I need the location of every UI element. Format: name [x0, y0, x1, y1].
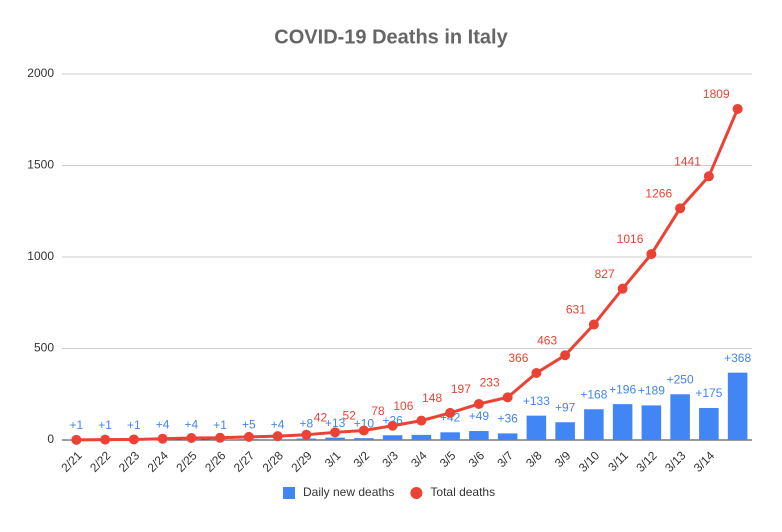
bar	[584, 409, 604, 440]
data-label: +8	[300, 417, 314, 431]
data-label: +4	[156, 417, 170, 431]
y-tick-label: 0	[47, 432, 54, 446]
point	[100, 435, 110, 445]
data-label: 42	[314, 410, 328, 424]
data-label: +97	[555, 400, 576, 414]
bar	[354, 438, 374, 440]
data-label: +4	[271, 417, 285, 431]
data-label: +5	[242, 417, 256, 431]
data-label: 1016	[617, 232, 644, 246]
point	[560, 350, 570, 360]
point	[445, 408, 455, 418]
legend-label: Daily new deaths	[303, 485, 394, 499]
data-label: +250	[667, 372, 694, 386]
data-label: 1441	[674, 154, 701, 168]
data-label: +1	[127, 418, 141, 432]
bar	[642, 405, 662, 440]
data-label: 52	[343, 409, 357, 423]
point	[646, 249, 656, 259]
data-label: 148	[422, 391, 442, 405]
data-label: +1	[98, 418, 112, 432]
chart-title: COVID-19 Deaths in Italy	[274, 26, 508, 48]
data-label: 827	[595, 267, 615, 281]
y-tick-label: 2000	[27, 66, 54, 80]
point	[474, 399, 484, 409]
data-label: 1809	[703, 87, 730, 101]
data-label: +189	[638, 384, 665, 398]
legend-swatch	[410, 487, 422, 499]
point	[244, 432, 254, 442]
data-label: 463	[537, 333, 557, 347]
point	[388, 421, 398, 431]
data-label: 233	[480, 376, 500, 390]
point	[589, 320, 599, 330]
bar	[325, 438, 345, 440]
legend-swatch	[283, 487, 295, 499]
point	[675, 203, 685, 213]
data-label: +133	[523, 394, 550, 408]
data-label: +36	[497, 412, 518, 426]
data-label: 1266	[645, 186, 672, 200]
data-label: 366	[508, 351, 528, 365]
point	[416, 416, 426, 426]
point	[273, 431, 283, 441]
data-label: 631	[566, 303, 586, 317]
bar	[469, 431, 489, 440]
point	[158, 434, 168, 444]
data-label: +1	[70, 418, 84, 432]
bar	[699, 408, 719, 440]
point	[503, 392, 513, 402]
y-tick-label: 1500	[27, 158, 54, 172]
legend-label: Total deaths	[430, 485, 495, 499]
point	[129, 434, 139, 444]
bar	[498, 433, 518, 440]
point	[359, 425, 369, 435]
point	[186, 433, 196, 443]
bar	[555, 422, 575, 440]
point	[733, 104, 743, 114]
bar	[670, 394, 690, 440]
data-label: 197	[451, 382, 471, 396]
y-tick-label: 500	[34, 341, 54, 355]
data-label: 78	[371, 404, 385, 418]
data-label: +4	[185, 417, 199, 431]
point	[301, 430, 311, 440]
bar	[613, 404, 633, 440]
data-label: 106	[393, 399, 413, 413]
point	[531, 368, 541, 378]
bar	[728, 373, 748, 440]
data-label: +175	[695, 386, 722, 400]
bar	[412, 435, 432, 440]
point	[71, 435, 81, 445]
bar	[440, 432, 460, 440]
point	[618, 284, 628, 294]
data-label: +1	[213, 418, 227, 432]
point	[704, 171, 714, 181]
data-label: +49	[469, 409, 490, 423]
data-label: +168	[580, 387, 607, 401]
y-tick-label: 1000	[27, 249, 54, 263]
data-label: +368	[724, 351, 751, 365]
bar	[383, 435, 403, 440]
data-label: +196	[609, 382, 636, 396]
point	[330, 427, 340, 437]
point	[215, 433, 225, 443]
bar	[527, 416, 547, 440]
